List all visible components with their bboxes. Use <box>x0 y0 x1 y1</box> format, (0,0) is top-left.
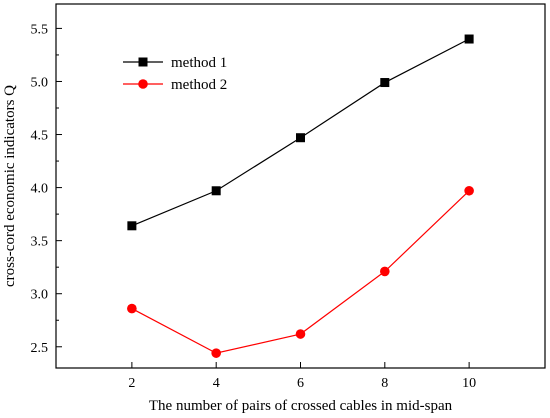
data-point <box>127 303 137 314</box>
x-axis-title: The number of pairs of crossed cables in… <box>149 398 453 414</box>
y-tick-label: 3.5 <box>31 235 49 250</box>
series-2 <box>127 185 474 358</box>
data-point <box>211 348 221 358</box>
plot-area <box>127 34 474 358</box>
x-tick-label: 10 <box>462 376 476 391</box>
data-point <box>127 221 137 231</box>
y-tick-label: 5.5 <box>31 22 49 37</box>
legend-label: method 2 <box>171 77 227 93</box>
data-point <box>464 185 474 196</box>
y-tick-label: 5.0 <box>31 75 49 90</box>
y-axis-title: cross-cord economic indicators Q <box>2 85 18 287</box>
data-point <box>295 329 306 339</box>
y-tick-label: 4.5 <box>31 129 49 144</box>
legend-label: method 1 <box>171 55 227 71</box>
axes: 2 4 6 8 10 2.5 3.0 3.5 4.0 4.5 5.0 5.5 <box>31 3 546 391</box>
x-tick-label: 2 <box>128 376 135 391</box>
y-tick-label: 4.0 <box>31 182 49 197</box>
y-tick-label: 3.0 <box>31 288 49 303</box>
data-point <box>464 34 474 44</box>
series-line <box>131 190 470 354</box>
x-tick-label: 6 <box>297 376 304 391</box>
y-tick-label: 2.5 <box>31 341 49 356</box>
data-point <box>380 78 390 88</box>
series-1 <box>127 34 474 231</box>
legend: method 1 method 2 <box>123 55 227 93</box>
data-point <box>296 133 305 143</box>
data-point <box>211 186 221 196</box>
legend-marker <box>138 57 148 67</box>
plot-frame <box>55 3 546 369</box>
data-point <box>380 266 390 277</box>
legend-item-1: method 1 <box>123 55 227 71</box>
legend-marker <box>138 79 148 89</box>
legend-item-2: method 2 <box>123 77 227 93</box>
x-tick-label: 4 <box>213 376 220 391</box>
x-tick-label: 8 <box>381 376 388 391</box>
